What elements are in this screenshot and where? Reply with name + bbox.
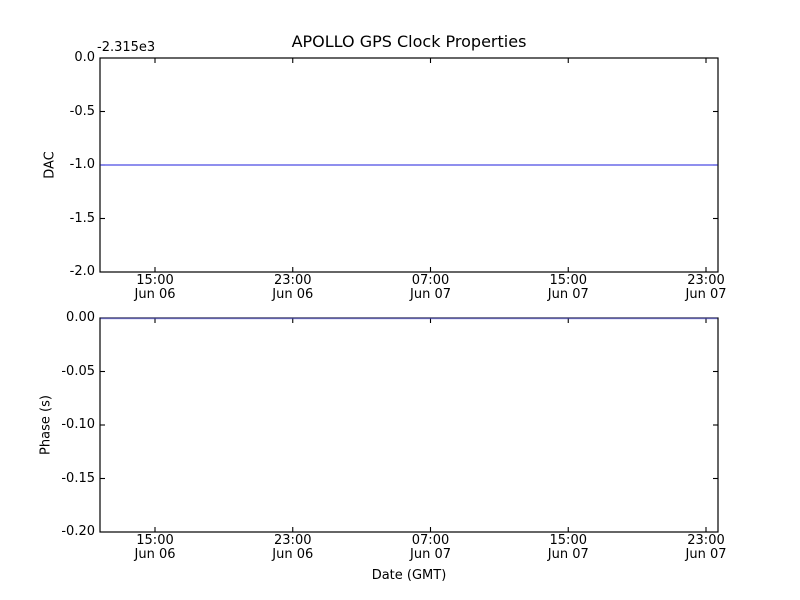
top-xtick-label: 07:00 Jun 07	[410, 273, 451, 302]
bottom-ytick-label: -0.05	[61, 363, 95, 379]
bottom-axes-xticks	[154, 318, 707, 532]
bottom-ytick-label: -0.15	[61, 470, 95, 486]
bottom-ytick-label: -0.20	[61, 524, 95, 539]
top-ytick-label: 0.0	[74, 50, 95, 65]
y-axis-offset-text: -2.315e3	[97, 40, 156, 55]
bottom-xtick-label: 23:00 Jun 07	[685, 533, 727, 562]
bottom-axes-yticks	[100, 370, 718, 480]
bottom-ytick-label: -0.10	[61, 417, 95, 432]
bottom-ylabel: Phase (s)	[38, 395, 54, 455]
top-ytick-label: -1.0	[69, 157, 95, 172]
plot-title: APOLLO GPS Clock Properties	[291, 32, 527, 51]
bottom-xtick-label: 23:00 Jun 06	[272, 533, 314, 562]
top-xtick-label: 15:00 Jun 07	[547, 273, 589, 302]
top-xtick-label: 23:00 Jun 06	[272, 273, 314, 302]
top-ytick-label: -1.5	[69, 210, 95, 226]
bottom-xtick-label: 07:00 Jun 07	[410, 533, 451, 562]
top-ytick-label: -2.0	[69, 264, 95, 279]
top-xtick-label: 23:00 Jun 07	[685, 273, 727, 302]
bottom-xtick-label: 15:00 Jun 06	[134, 533, 176, 562]
top-ytick-label: -0.5	[69, 103, 95, 119]
top-ylabel: DAC	[42, 151, 58, 179]
bottom-ytick-label: 0.00	[66, 310, 95, 325]
bottom-xtick-label: 15:00 Jun 07	[547, 533, 589, 562]
top-axes-xticks	[154, 58, 707, 272]
top-xtick-label: 15:00 Jun 06	[134, 273, 176, 302]
xlabel: Date (GMT)	[371, 568, 447, 583]
bottom-axes-frame	[99, 317, 719, 533]
